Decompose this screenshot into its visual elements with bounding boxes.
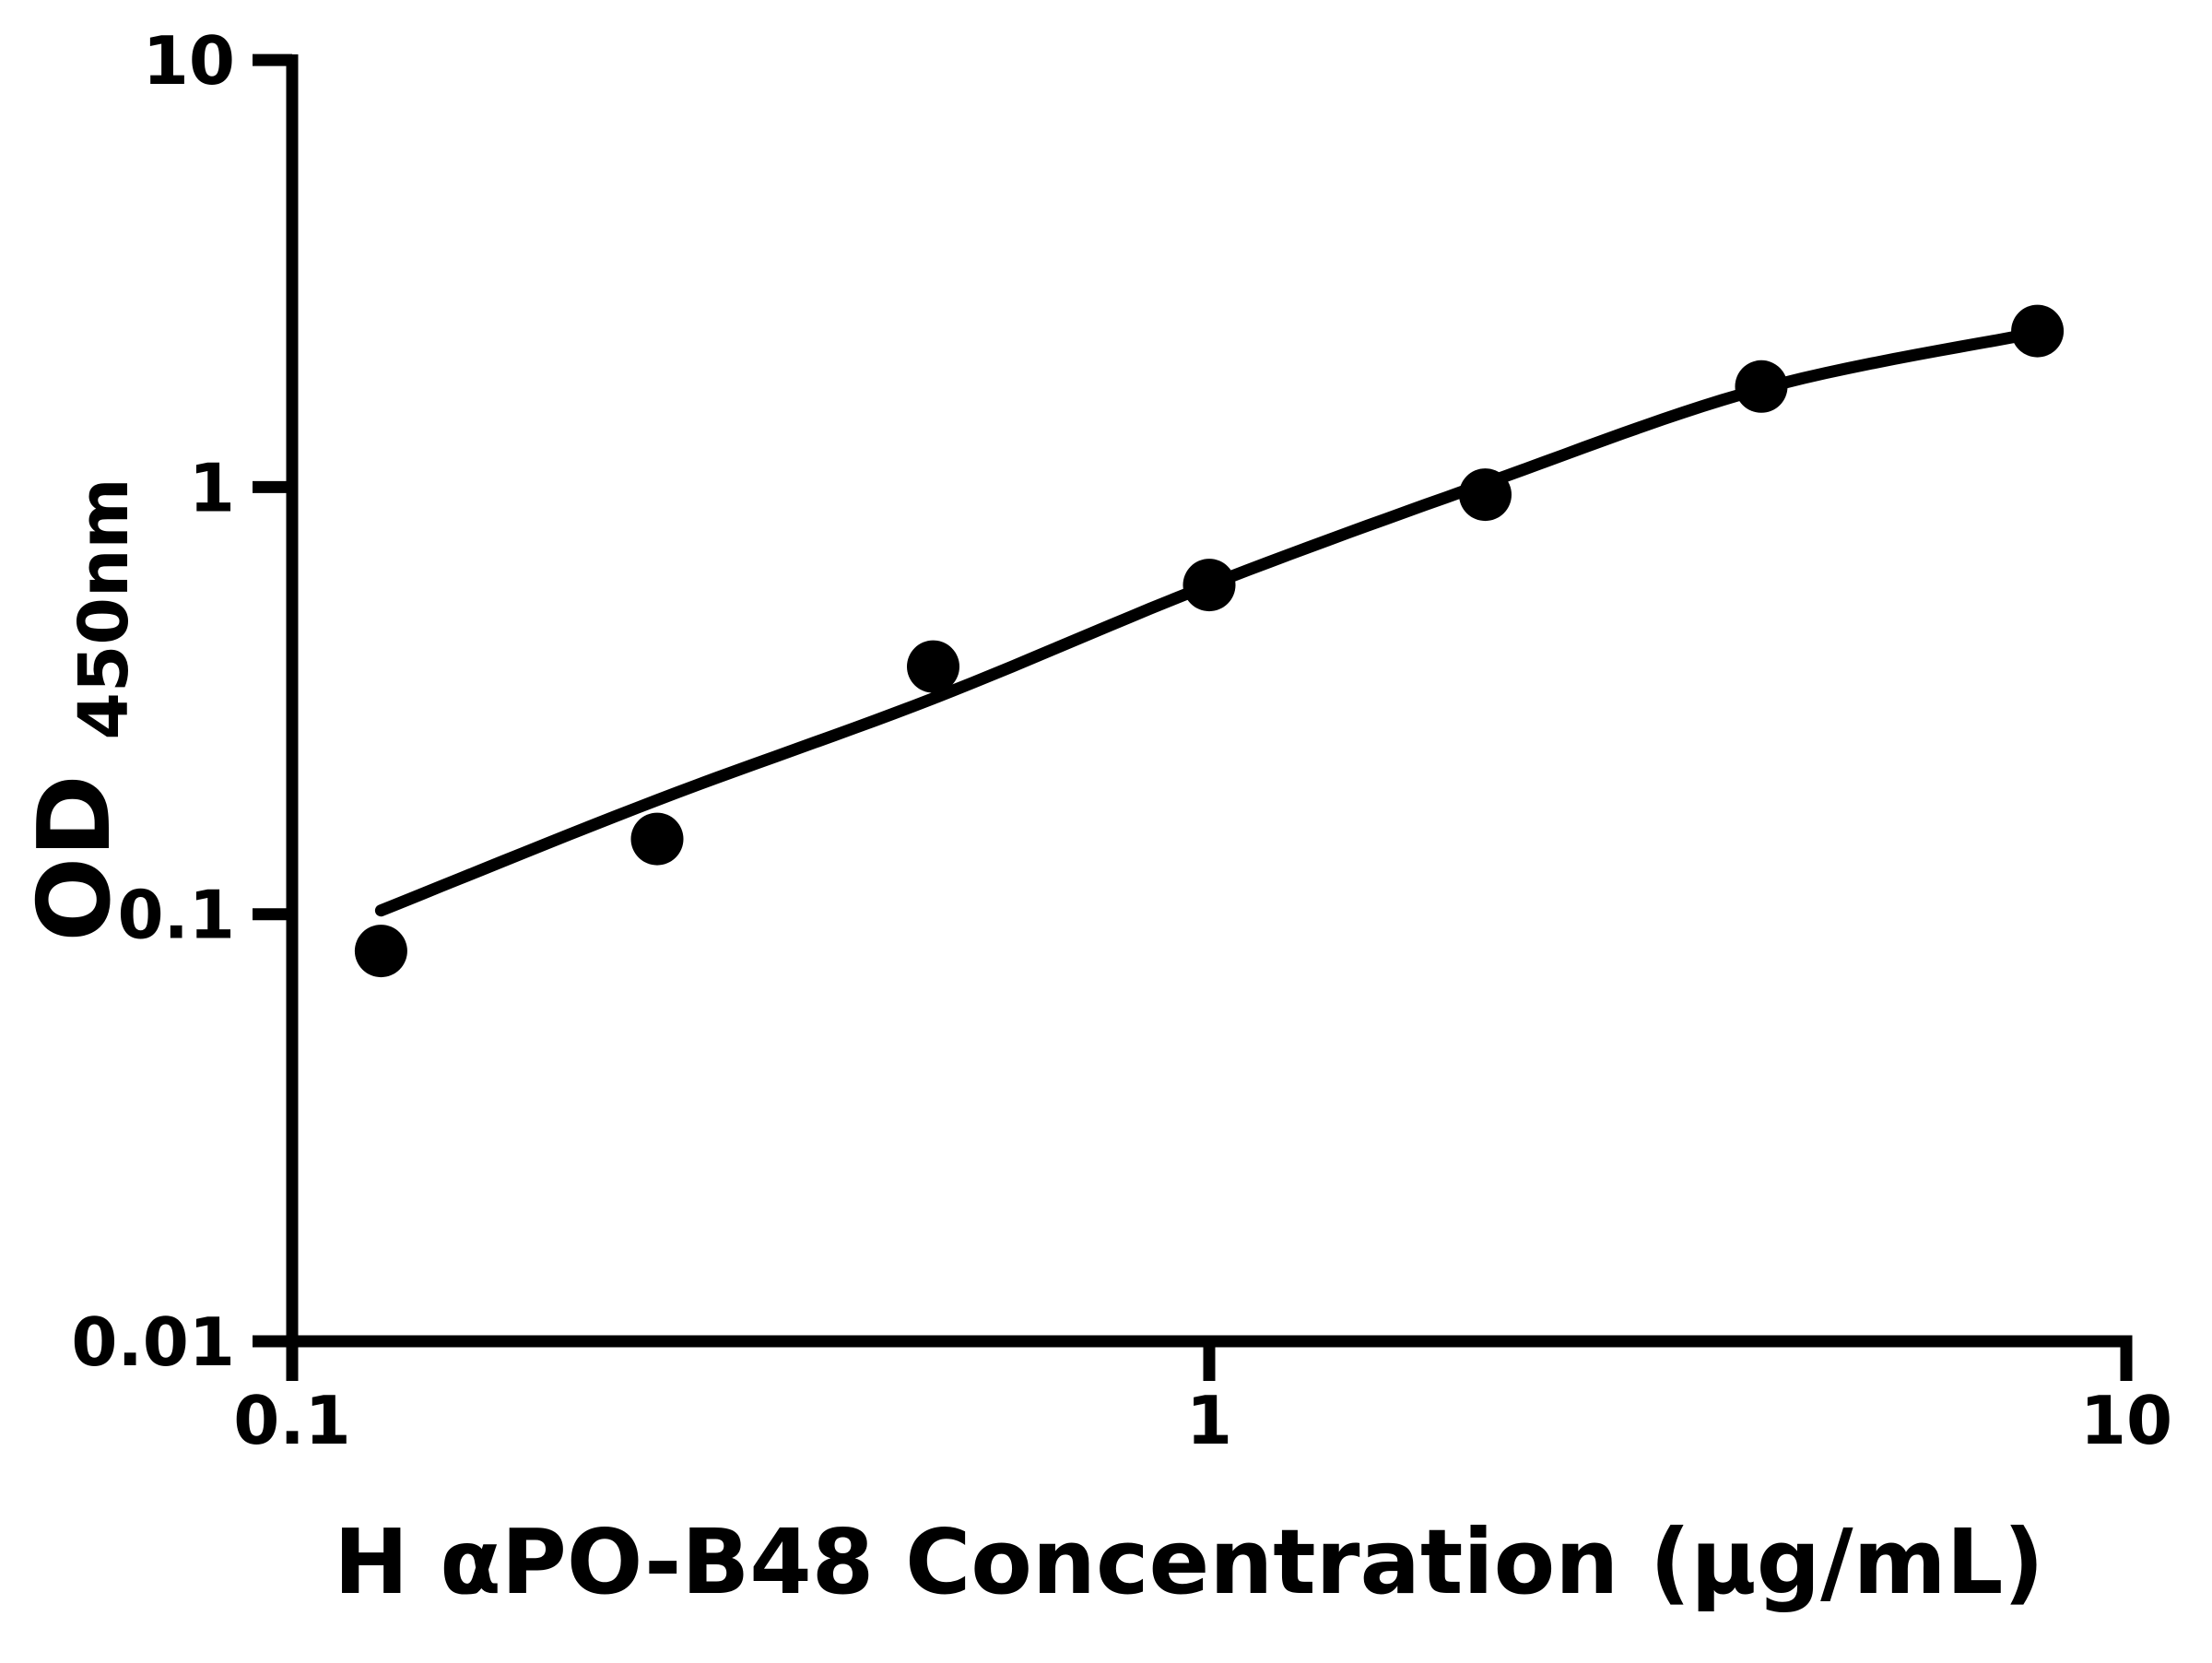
y-axis-title: OD 450nm [18, 478, 144, 941]
y-tick-label: 0.1 [117, 877, 235, 954]
data-point-marker [907, 640, 959, 693]
data-point-marker [354, 925, 407, 978]
x-tick-label: 10 [2080, 1382, 2172, 1459]
data-point-marker [630, 812, 684, 866]
data-point-marker [2011, 304, 2065, 358]
x-tick-label: 1 [1186, 1382, 1232, 1459]
data-point-marker [1459, 468, 1512, 522]
y-tick-label: 10 [143, 22, 235, 100]
fit-curve-line [374, 326, 2044, 917]
data-point-marker [1182, 559, 1236, 612]
x-axis-title: H αPO-B48 Concentration (μg/mL) [334, 1510, 2044, 1614]
y-tick-label: 0.01 [71, 1303, 235, 1381]
y-tick-label: 1 [189, 449, 235, 526]
y-axis-title-sub: 450nm [65, 478, 144, 739]
data-point-marker [1735, 360, 1788, 413]
x-tick-label: 0.1 [233, 1382, 351, 1459]
y-axis-title-main: OD [18, 774, 133, 941]
